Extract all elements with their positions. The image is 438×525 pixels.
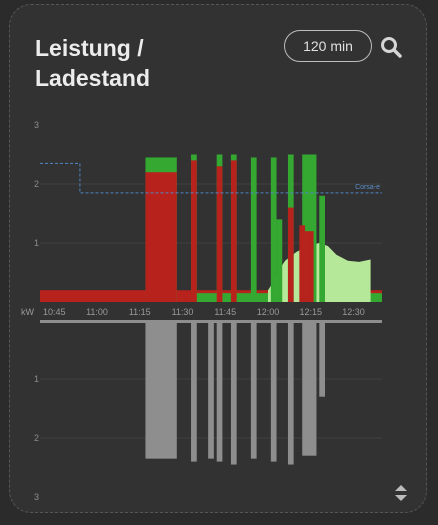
consumption-bar: [216, 320, 223, 462]
charging-power-bar: [216, 166, 223, 302]
consumption-bar: [287, 320, 294, 465]
charging-power-bar: [305, 231, 314, 302]
consumption-bar: [145, 320, 177, 459]
lower-ytick-label: 3: [34, 492, 39, 502]
charging-power-bar: [191, 160, 197, 302]
consumption-bar: [319, 320, 325, 397]
consumption-bar: [230, 320, 237, 465]
consumption-bar: [208, 320, 214, 459]
xtick-label: 11:15: [129, 307, 151, 317]
title-line-2: Ladestand: [35, 65, 151, 91]
upper-ytick-label: 1: [34, 238, 39, 248]
title-line-1: Leistung /: [35, 35, 144, 61]
charging-power-bar: [299, 225, 306, 302]
reference-line-label: Corsa-e: [355, 184, 380, 191]
charging-power-bar: [145, 172, 177, 302]
unit-label: kW: [21, 307, 35, 317]
grid-power-bar: [319, 195, 325, 302]
consumption-bar: [302, 320, 317, 456]
consumption-bar: [191, 320, 197, 462]
xtick-label: 10:45: [43, 307, 66, 317]
upper-ytick-label: 2: [34, 179, 39, 189]
consumption-bar: [250, 320, 257, 459]
lower-ytick-label: 1: [34, 374, 39, 384]
reference-line: [40, 162, 382, 194]
upper-ytick-label: 3: [34, 120, 39, 130]
charging-power-bar: [230, 160, 237, 302]
lower-ytick-label: 2: [34, 433, 39, 443]
xtick-label: 11:00: [86, 307, 108, 317]
card-title: Leistung / Ladestand: [35, 33, 150, 93]
xtick-label: 11:45: [214, 307, 236, 317]
consumption-bar: [270, 320, 277, 462]
xtick-label: 12:30: [342, 307, 365, 317]
grid-power-bar: [270, 157, 277, 302]
grid-power-bar: [276, 219, 283, 302]
grid-power-bar: [250, 157, 257, 302]
sort-updown-icon[interactable]: [393, 483, 409, 503]
search-icon[interactable]: [379, 35, 403, 59]
xtick-label: 11:30: [172, 307, 194, 317]
xtick-label: 12:15: [299, 307, 322, 317]
time-range-button[interactable]: 120 min: [284, 30, 372, 62]
charging-power-bar: [287, 207, 294, 302]
xtick-label: 12:00: [257, 307, 280, 317]
